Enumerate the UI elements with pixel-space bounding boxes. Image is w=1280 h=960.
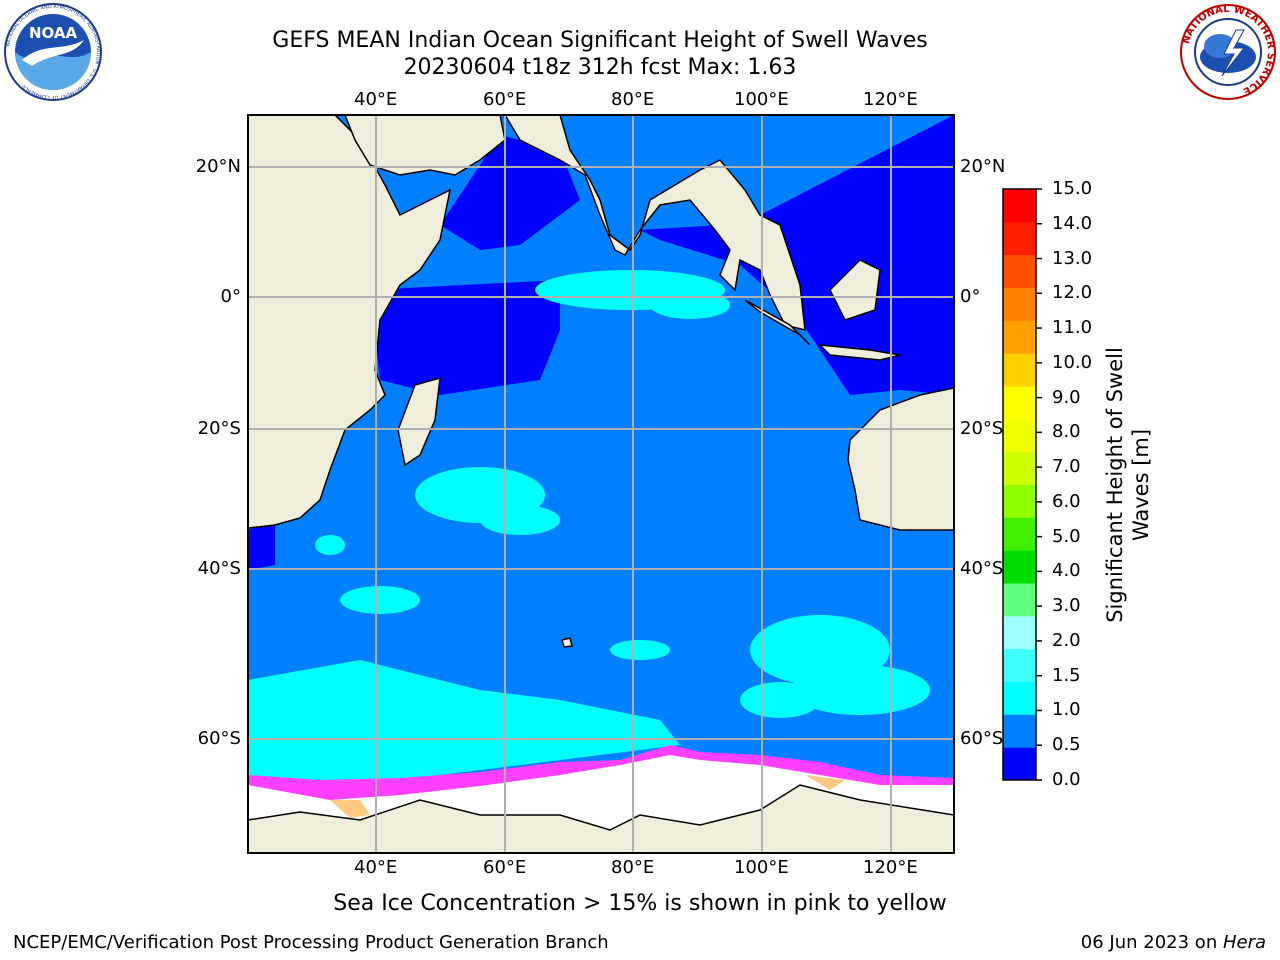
lat-label-left-60s: 60°S [197, 728, 241, 749]
lat-label-left-20n: 20°N [195, 156, 241, 177]
colorbar-segment [1003, 714, 1036, 748]
lon-label-bottom-120e: 120°E [863, 857, 918, 878]
colorbar-tick-label: 0.5 [1052, 734, 1081, 756]
lon-label-top-100e: 100°E [734, 89, 789, 110]
colorbar-segment [1003, 747, 1036, 781]
colorbar-frame [1002, 188, 1037, 781]
colorbar-segment [1003, 287, 1036, 321]
colorbar-segment [1003, 615, 1036, 650]
nws-logo: NATIONAL WEATHER SERVICE [1178, 2, 1278, 102]
swell-field-1.0-1.5 [248, 270, 930, 790]
borneo-land [829, 259, 881, 321]
colorbar-tick-label: 15.0 [1052, 178, 1093, 199]
lat-label-right-60s: 60°S [960, 728, 1004, 749]
colorbar-tick-label: 3.0 [1052, 595, 1081, 617]
colorbar-tick-label: 12.0 [1052, 282, 1093, 304]
colorbar-tick-label: 4.0 [1052, 560, 1081, 582]
lon-label-bottom-60e: 60°E [483, 857, 527, 878]
colorbar-segment [1003, 517, 1036, 551]
lat-label-right-20s: 20°S [960, 418, 1004, 439]
colorbar-tick-label: 11.0 [1052, 317, 1093, 339]
colorbar-label-line1: Significant Height of Swell [1103, 347, 1127, 623]
lon-label-bottom-40e: 40°E [354, 857, 398, 878]
swell-field-low-west [370, 280, 560, 395]
colorbar-segment [1003, 254, 1036, 288]
colorbar-tick-label: 1.0 [1052, 699, 1081, 721]
noaa-logo-text: NOAA [29, 24, 78, 42]
colorbar-segment [1003, 189, 1036, 223]
colorbar-tick-label: 8.0 [1052, 421, 1081, 443]
lon-label-top-120e: 120°E [863, 89, 918, 110]
colorbar-tick-label: 10.0 [1052, 351, 1093, 373]
footer-machine: Hera [1222, 932, 1266, 953]
land-masses [248, 115, 954, 853]
lat-label-left-20s: 20°S [197, 418, 241, 439]
colorbar-tick-label: 7.0 [1052, 456, 1081, 478]
colorbar-tick-label: 13.0 [1052, 247, 1093, 269]
colorbar-tick-label: 0.0 [1052, 769, 1081, 790]
lon-label-top-60e: 60°E [483, 89, 527, 110]
lat-label-right-20n: 20°N [960, 156, 1006, 177]
footer-branch: NCEP/EMC/Verification Post Processing Pr… [13, 932, 609, 953]
colorbar [1003, 189, 1036, 781]
noaa-logo: NOAA NATIONAL OCEANIC AND ATMOSPHERIC AD… [2, 2, 104, 102]
colorbar-segment [1003, 320, 1036, 354]
asia-land [504, 115, 806, 331]
chart-subtitle: 20230604 t18z 312h fcst Max: 1.63 [403, 55, 797, 80]
colorbar-tick-label: 9.0 [1052, 386, 1081, 408]
lat-label-right-40s: 40°S [960, 558, 1004, 579]
colorbar-tick-label: 6.0 [1052, 490, 1081, 512]
lon-label-bottom-80e: 80°E [611, 857, 655, 878]
colorbar-tick-label: 2.0 [1052, 629, 1081, 651]
sea-ice-band [248, 745, 954, 805]
colorbar-label-line2: Waves [m] [1129, 428, 1153, 542]
colorbar-segment [1003, 353, 1036, 387]
colorbar-segment [1003, 648, 1036, 682]
colorbar-segment [1003, 550, 1036, 584]
africa-land [248, 115, 452, 529]
lon-label-top-80e: 80°E [611, 89, 655, 110]
footer-date-text: 06 Jun 2023 on [1080, 932, 1223, 953]
colorbar-tick-label: 5.0 [1052, 525, 1081, 547]
swell-field-low-arabian [440, 135, 580, 250]
lon-label-top-40e: 40°E [354, 89, 398, 110]
colorbar-segment [1003, 583, 1036, 617]
colorbar-segment [1003, 221, 1036, 256]
antarctica-land [248, 784, 954, 853]
colorbar-tick-label: 14.0 [1052, 212, 1093, 234]
lat-label-left-40s: 40°S [197, 558, 241, 579]
colorbar-segment [1003, 451, 1036, 485]
gridlines [248, 115, 954, 853]
colorbar-segment [1003, 386, 1036, 420]
lat-label-left-0: 0° [220, 286, 241, 307]
colorbar-segment [1003, 681, 1036, 715]
footer-date: 06 Jun 2023 on Hera [1081, 932, 1266, 954]
arabia-land [344, 115, 506, 176]
kerguelen-land [561, 637, 573, 648]
sea-ice-note: Sea Ice Concentration > 15% is shown in … [333, 891, 947, 916]
colorbar-segment [1003, 418, 1036, 453]
lon-label-bottom-100e: 100°E [734, 857, 789, 878]
colorbar-tick-label: 1.5 [1052, 664, 1081, 686]
swell-field-low-indonesia [760, 115, 954, 395]
colorbar-segment [1003, 484, 1036, 518]
map-field [248, 115, 954, 853]
chart-title: GEFS MEAN Indian Ocean Significant Heigh… [272, 28, 928, 53]
lat-label-right-0: 0° [960, 286, 981, 307]
australia-land [847, 387, 954, 531]
map-frame [247, 114, 955, 854]
